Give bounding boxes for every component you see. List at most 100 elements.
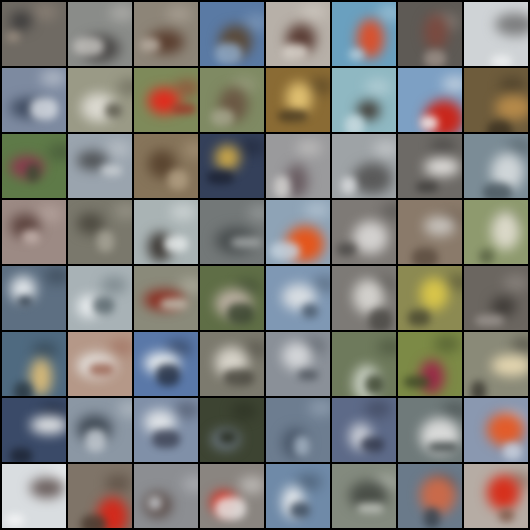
tile-highlight-blob xyxy=(483,183,512,198)
image-tile xyxy=(2,2,66,66)
tile-highlight-blob xyxy=(404,376,430,388)
image-tile xyxy=(68,2,132,66)
tile-highlight-blob xyxy=(424,508,440,528)
tile-highlight-blob xyxy=(22,230,40,244)
image-tile xyxy=(68,266,132,330)
image-tile xyxy=(68,200,132,264)
tile-highlight-blob xyxy=(211,109,234,126)
tile-highlight-blob xyxy=(491,55,512,66)
tile-highlight-blob xyxy=(172,104,196,114)
tile-highlight-blob xyxy=(219,431,236,444)
tile-shadow-blob xyxy=(174,402,198,418)
tile-subject-blob xyxy=(353,279,384,314)
tile-shadow-blob xyxy=(503,275,528,291)
image-tile xyxy=(200,398,264,462)
image-tile xyxy=(398,266,462,330)
image-tile xyxy=(464,134,528,198)
tile-subject-blob xyxy=(353,163,392,194)
image-tile xyxy=(464,332,528,396)
image-tile xyxy=(200,200,264,264)
image-tile xyxy=(200,464,264,528)
tile-subject-blob xyxy=(286,164,308,198)
tile-subject-blob xyxy=(495,13,528,36)
tile-subject-blob xyxy=(30,358,52,396)
tile-shadow-blob xyxy=(101,277,127,293)
tile-highlight-blob xyxy=(294,436,310,456)
tile-subject-blob xyxy=(357,101,380,120)
image-tile xyxy=(464,2,528,66)
image-tile xyxy=(266,332,330,396)
tile-highlight-blob xyxy=(148,496,162,510)
image-tile xyxy=(332,200,396,264)
tile-highlight-blob xyxy=(207,171,234,184)
tile-shadow-blob xyxy=(296,474,322,490)
tile-subject-blob xyxy=(487,413,524,446)
tile-highlight-blob xyxy=(471,381,486,396)
image-tile xyxy=(200,2,264,66)
image-tile xyxy=(398,134,462,198)
tile-shadow-blob xyxy=(105,141,131,157)
image-tile xyxy=(332,68,396,132)
tile-shadow-blob xyxy=(40,70,66,86)
image-tile xyxy=(464,464,528,528)
tile-shadow-blob xyxy=(36,206,62,222)
tile-shadow-blob xyxy=(308,400,330,416)
tile-highlight-blob xyxy=(168,170,188,190)
tile-shadow-blob xyxy=(170,204,196,220)
image-tile xyxy=(266,134,330,198)
tile-subject-blob xyxy=(491,355,528,376)
image-tile xyxy=(332,398,396,462)
tile-shadow-blob xyxy=(365,401,391,417)
tile-shadow-blob xyxy=(32,4,58,20)
tile-highlight-blob xyxy=(6,32,20,42)
tile-highlight-blob xyxy=(499,509,514,522)
tile-shadow-blob xyxy=(442,402,462,418)
tile-highlight-blob xyxy=(89,363,114,376)
tile-shadow-blob xyxy=(430,138,456,154)
image-tile xyxy=(2,266,66,330)
image-tile xyxy=(134,200,198,264)
image-tile xyxy=(200,266,264,330)
tile-highlight-blob xyxy=(357,503,384,514)
tile-shadow-blob xyxy=(499,77,525,93)
image-tile xyxy=(398,200,462,264)
tile-highlight-blob xyxy=(270,242,300,260)
image-tile xyxy=(398,332,462,396)
image-tile xyxy=(332,134,396,198)
image-tile xyxy=(266,68,330,132)
image-tile xyxy=(2,332,66,396)
tile-highlight-blob xyxy=(274,176,290,198)
image-tile xyxy=(134,134,198,198)
tile-highlight-blob xyxy=(215,43,242,64)
tile-highlight-blob xyxy=(337,243,356,256)
tile-highlight-blob xyxy=(408,310,430,326)
tile-highlight-blob xyxy=(152,430,180,448)
tile-highlight-blob xyxy=(140,38,160,52)
tile-highlight-blob xyxy=(10,448,32,462)
image-tile xyxy=(68,464,132,528)
tile-shadow-blob xyxy=(442,76,462,92)
tile-subject-blob xyxy=(491,297,516,316)
tile-highlight-blob xyxy=(302,304,318,318)
tile-highlight-blob xyxy=(412,248,438,264)
tile-subject-blob xyxy=(495,95,528,120)
tile-shadow-blob xyxy=(105,475,131,491)
tile-subject-blob xyxy=(10,12,32,30)
tile-highlight-blob xyxy=(18,296,32,306)
image-tile xyxy=(200,134,264,198)
tile-shadow-blob xyxy=(32,342,58,358)
tile-shadow-blob xyxy=(243,341,264,357)
tile-shadow-blob xyxy=(239,139,264,155)
tile-shadow-blob xyxy=(247,205,264,221)
image-tile xyxy=(398,68,462,132)
image-tile xyxy=(332,332,396,396)
tile-subject-blob xyxy=(282,342,312,370)
tile-shadow-blob xyxy=(296,140,322,156)
tile-shadow-blob xyxy=(381,203,396,219)
tile-shadow-blob xyxy=(182,142,198,158)
tile-subject-blob xyxy=(30,416,66,434)
tile-highlight-blob xyxy=(6,514,24,526)
tile-shadow-blob xyxy=(166,6,192,22)
image-tile xyxy=(332,2,396,66)
tile-highlight-blob xyxy=(85,429,106,452)
